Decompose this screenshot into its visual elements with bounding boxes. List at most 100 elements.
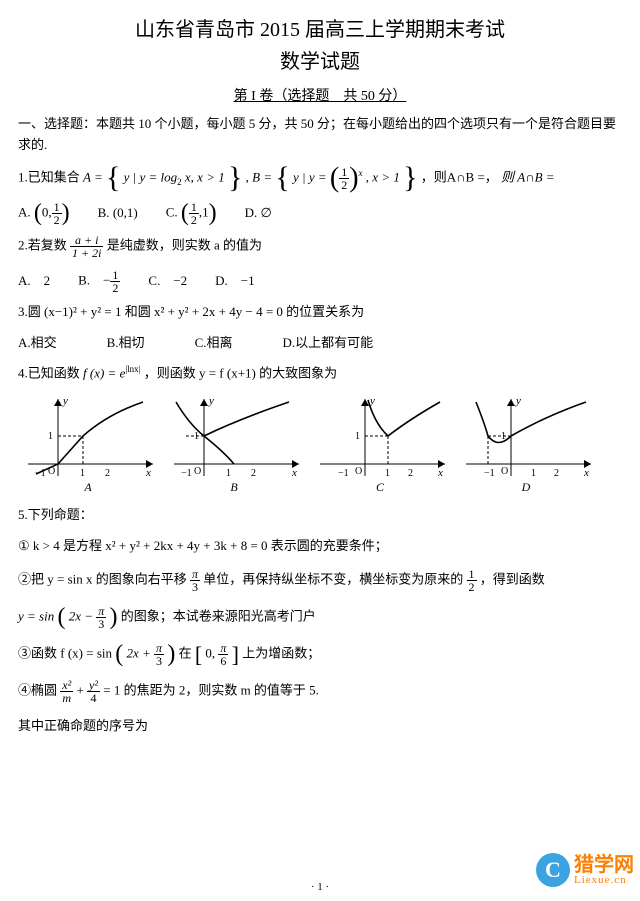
svg-text:x: x (145, 467, 151, 479)
svg-text:y: y (62, 395, 68, 407)
text: 2x + (127, 646, 151, 661)
q4-fx: f (x) = e (83, 365, 125, 380)
graph-A-label: A (18, 478, 158, 497)
svg-text:2: 2 (105, 468, 110, 479)
frac: π3 (96, 605, 106, 630)
frac-den: 2 (189, 214, 199, 226)
q1-B-rest: , x > 1 (366, 169, 400, 184)
question-3: 3.圆 (x−1)² + y² = 1 和圆 x² + y² + 2x + 4y… (18, 302, 622, 323)
q3-opt-B: B.相切 (107, 333, 145, 354)
section-header: 第 I 卷（选择题 共 50 分） (18, 86, 622, 108)
q4-suffix: ，则函数 y = f (x+1) 的大致图象为 (144, 365, 337, 380)
svg-text:x: x (291, 467, 297, 479)
paren-left-icon: ( (181, 200, 189, 226)
q1-B-frac: 12 (339, 166, 349, 191)
q1-A-def: A = (83, 169, 103, 184)
paren-left-icon: ( (330, 163, 339, 194)
logo-en: Liexue.cn (574, 875, 634, 886)
svg-text:y: y (208, 395, 214, 407)
frac-den: 2 (110, 282, 120, 294)
text: ，得到函数 (480, 572, 545, 587)
q5-sub1: ① k > 4 是方程 x² + y² + 2kx + 4y + 3k + 8 … (18, 536, 622, 557)
frac-den: 3 (154, 655, 164, 667)
frac: y²4 (87, 679, 100, 704)
svg-text:O: O (194, 466, 201, 477)
q1-A-rest: x, x > 1 (185, 169, 225, 184)
section-intro: 一、选择题：本题共 10 个小题，每小题 5 分，共 50 分；在每小题给出的四… (18, 114, 622, 156)
q1-tail1: ，则A∩B =， (421, 169, 498, 184)
graph-A-svg: y x O −1 1 2 1 (18, 394, 158, 480)
val: 0, (42, 204, 52, 219)
label: A. (18, 204, 31, 219)
bracket-left-icon: [ (195, 642, 202, 667)
q3-opt-A: A.相交 (18, 333, 57, 354)
q2-options: A. 2 B. −12 C. −2 D. −1 (18, 269, 622, 294)
q5-sub2b: y = sin ( 2x − π3 ) 的图象；本试卷来源阳光高考门户 (18, 605, 622, 630)
bracket-right-icon: ] (232, 642, 239, 667)
q1-opt-B: B. (0,1) (98, 203, 138, 224)
frac: x²m (60, 679, 73, 704)
question-1: 1.已知集合 A = { y | y = log2 x, x > 1 } , B… (18, 166, 622, 191)
q4-exp: |lnx| (125, 364, 140, 374)
text: y = sin (18, 609, 54, 624)
graph-D-svg: y x O −1 1 2 1 (456, 394, 596, 480)
svg-text:O: O (355, 466, 362, 477)
frac-den: 3 (190, 581, 200, 593)
brace-left-icon: { (106, 166, 120, 190)
frac: π3 (190, 568, 200, 593)
text: ③函数 f (x) = sin (18, 646, 112, 661)
svg-text:y: y (515, 395, 521, 407)
graph-D: y x O −1 1 2 1 D (456, 394, 596, 497)
frac: 12 (189, 201, 199, 226)
paren-left-icon: ( (115, 642, 123, 668)
text: 单位，再保持纵坐标不变，横坐标变为原来的 (203, 572, 466, 587)
brace-right-icon: } (228, 166, 242, 190)
q2-opt-C: C. −2 (148, 271, 187, 292)
paren-right-icon: ) (349, 163, 358, 194)
frac: 12 (52, 201, 62, 226)
q3-options: A.相交 B.相切 C.相离 D.以上都有可能 (18, 333, 622, 354)
text: 上为增函数； (242, 646, 320, 661)
frac-den: 6 (218, 655, 228, 667)
label: D. (245, 205, 258, 220)
label: C. (166, 204, 178, 219)
label: B. (98, 205, 110, 220)
frac: 12 (110, 269, 120, 294)
q1-opt-D: D. ∅ (245, 203, 272, 224)
watermark: C 猎学网 Liexue.cn (536, 853, 634, 887)
logo-text: 猎学网 Liexue.cn (574, 855, 634, 886)
q1-opt-C: C. (12,1) (166, 201, 217, 226)
paren-left-icon: ( (34, 200, 42, 226)
text: ④椭圆 (18, 683, 60, 698)
frac: π3 (154, 642, 164, 667)
text: 0, (205, 646, 215, 661)
graph-C-label: C (310, 478, 450, 497)
frac-den: 1 + 2i (70, 247, 103, 259)
svg-text:1: 1 (531, 468, 536, 479)
question-2: 2.若复数 a + i1 + 2i 是纯虚数，则实数 a 的值为 (18, 234, 622, 259)
svg-text:2: 2 (251, 468, 256, 479)
val: (0,1) (113, 205, 138, 220)
val: ,1 (199, 204, 209, 219)
paren-right-icon: ) (62, 200, 70, 226)
q2-prefix: 2.若复数 (18, 237, 70, 252)
svg-text:−1: −1 (484, 468, 495, 479)
brace-left-icon: { (275, 166, 289, 190)
q4-prefix: 4.已知函数 (18, 365, 83, 380)
paren-right-icon: ) (167, 642, 175, 668)
graph-C: y x O −1 1 2 1 C (310, 394, 450, 497)
q2-opt-B: B. −12 (78, 269, 120, 294)
logo-icon: C (536, 853, 570, 887)
graph-B: y x O −1 1 2 1 B (164, 394, 304, 497)
logo-cn: 猎学网 (574, 855, 634, 875)
svg-text:x: x (437, 467, 443, 479)
graph-B-label: B (164, 478, 304, 497)
frac-den: 2 (339, 179, 349, 191)
q2-suffix: 是纯虚数，则实数 a 的值为 (107, 237, 262, 252)
q1-tail2: 则 A∩B = (501, 169, 555, 184)
graph-C-svg: y x O −1 1 2 1 (310, 394, 450, 480)
q4-graphs: y x O −1 1 2 1 A y x O −1 1 2 1 (18, 394, 622, 497)
frac-den: 4 (87, 692, 100, 704)
text: 在 (179, 646, 192, 661)
page-subtitle: 数学试题 (18, 46, 622, 78)
